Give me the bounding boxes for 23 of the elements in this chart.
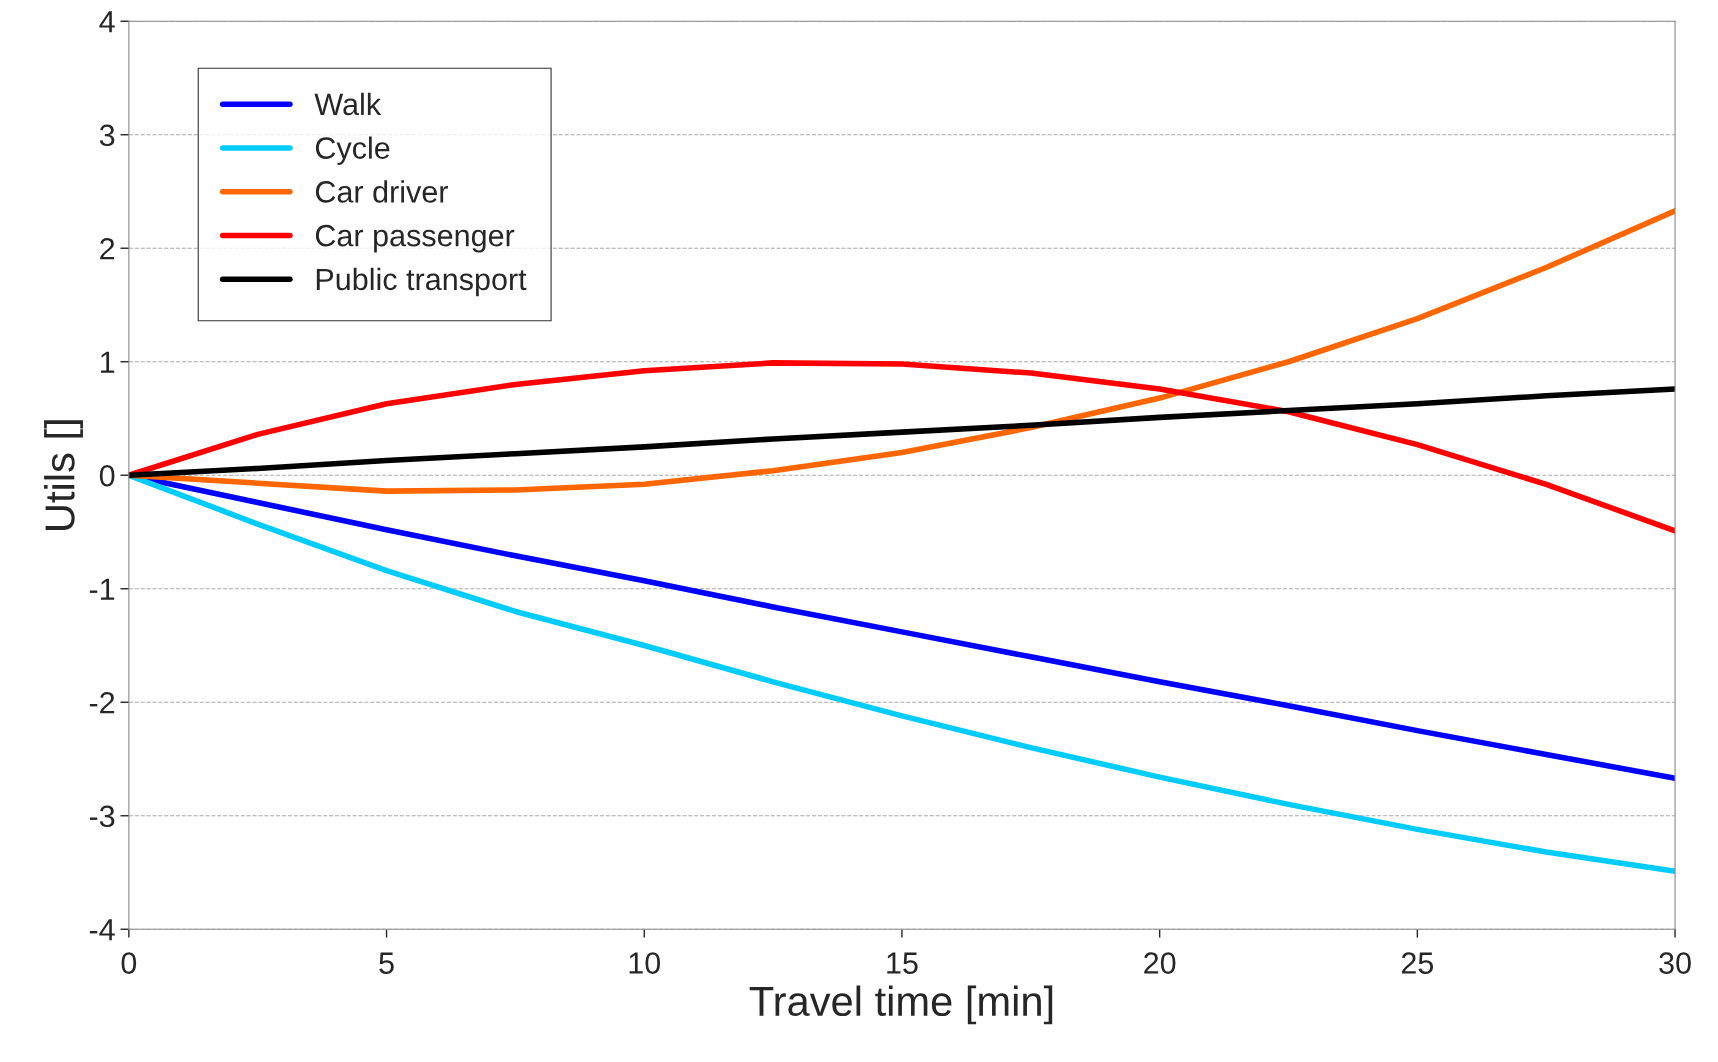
y-tick-label: 0 <box>99 464 115 487</box>
x-tick-label: 25 <box>1401 952 1434 974</box>
x-tick-label: 15 <box>887 952 918 974</box>
y-tick-label: -1 <box>89 578 115 600</box>
legend-label: Cycle <box>315 136 390 165</box>
y-axis-title: Utils [] <box>44 420 83 530</box>
legend-label: Public transport <box>316 267 527 297</box>
y-tick-label: -3 <box>89 805 115 828</box>
x-tick-label: 20 <box>1144 952 1176 974</box>
x-tick-label: 30 <box>1659 952 1691 974</box>
y-tick-label: -4 <box>89 919 115 941</box>
legend-label: Walk <box>314 92 382 116</box>
y-tick-label: 3 <box>99 124 115 147</box>
x-tick-label: 10 <box>629 952 661 974</box>
y-tick-label: 4 <box>99 11 115 33</box>
x-tick-label: 5 <box>379 952 394 974</box>
legend-label: Car driver <box>315 180 448 203</box>
x-tick-label: 0 <box>121 952 137 974</box>
x-axis-title: Travel time [min] <box>749 985 1053 1025</box>
y-tick-label: 1 <box>100 351 115 373</box>
legend-label: Car passenger <box>315 224 515 253</box>
y-tick-label: 2 <box>100 237 115 260</box>
y-tick-label: -2 <box>89 691 115 714</box>
